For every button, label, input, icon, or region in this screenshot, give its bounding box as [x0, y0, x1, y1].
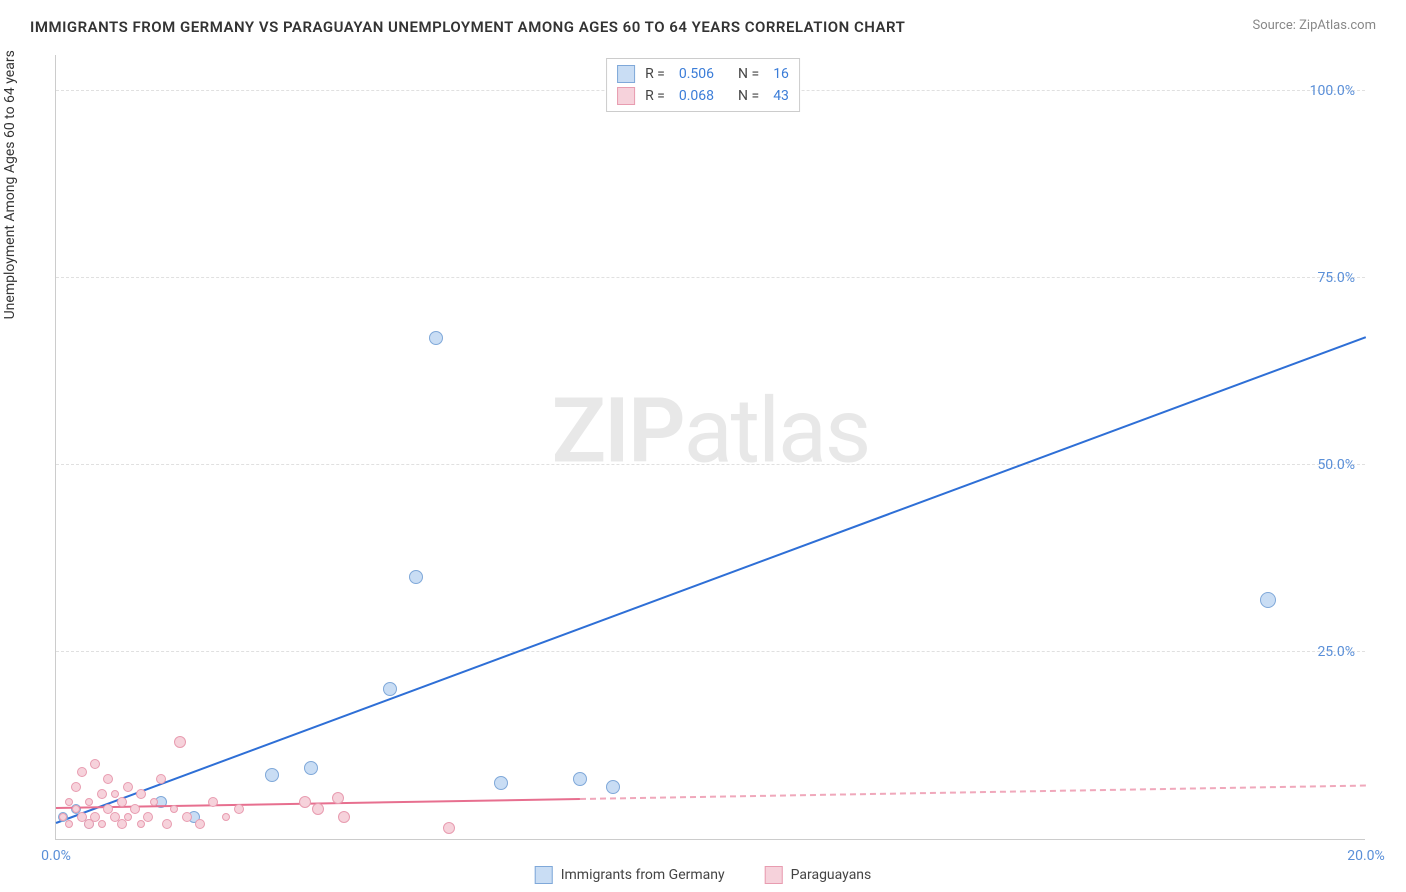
scatter-point	[182, 812, 192, 822]
y-tick-label: 50.0%	[1317, 457, 1355, 473]
scatter-point	[65, 820, 73, 828]
legend-series-label: Paraguayans	[791, 867, 872, 883]
scatter-point	[162, 819, 172, 829]
scatter-point	[124, 813, 132, 821]
trend-line	[56, 336, 1367, 824]
scatter-point	[383, 682, 397, 696]
scatter-point	[90, 759, 100, 769]
legend-series-label: Immigrants from Germany	[561, 867, 725, 883]
legend-r-value: 0.506	[679, 66, 714, 82]
scatter-point	[117, 797, 127, 807]
scatter-point	[1260, 592, 1276, 608]
scatter-point	[443, 822, 455, 834]
trend-line	[580, 785, 1366, 800]
y-tick-label: 75.0%	[1317, 270, 1355, 286]
gridline	[56, 277, 1365, 278]
chart-title: IMMIGRANTS FROM GERMANY VS PARAGUAYAN UN…	[30, 18, 905, 36]
scatter-point	[143, 812, 153, 822]
watermark: ZIPatlas	[552, 379, 870, 484]
scatter-point	[174, 736, 186, 748]
scatter-point	[606, 780, 620, 794]
legend-r-value: 0.068	[679, 88, 714, 104]
legend-swatch	[617, 65, 635, 83]
scatter-point	[494, 776, 508, 790]
plot-area: ZIPatlas 25.0%50.0%75.0%100.0%0.0%20.0%	[55, 55, 1365, 840]
legend-swatch	[535, 866, 553, 884]
scatter-point	[97, 789, 107, 799]
legend-n-value: 43	[773, 88, 789, 104]
scatter-point	[77, 767, 87, 777]
scatter-point	[304, 761, 318, 775]
scatter-point	[65, 798, 73, 806]
legend-r-label: R =	[645, 88, 665, 104]
y-tick-label: 25.0%	[1317, 644, 1355, 660]
scatter-point	[103, 774, 113, 784]
y-axis-label: Unemployment Among Ages 60 to 64 years	[2, 50, 18, 319]
scatter-point	[195, 819, 205, 829]
legend-r-label: R =	[645, 66, 665, 82]
scatter-point	[123, 782, 133, 792]
watermark-atlas: atlas	[684, 379, 870, 484]
scatter-point	[429, 331, 443, 345]
scatter-point	[312, 803, 324, 815]
scatter-point	[409, 570, 423, 584]
legend-n-label: N =	[738, 66, 759, 82]
y-tick-label: 100.0%	[1310, 83, 1355, 99]
scatter-point	[332, 792, 344, 804]
scatter-point	[156, 774, 166, 784]
legend-swatch	[765, 866, 783, 884]
source-label: Source: ZipAtlas.com	[1252, 18, 1376, 33]
watermark-zip: ZIP	[552, 379, 684, 484]
scatter-point	[150, 798, 158, 806]
gridline	[56, 651, 1365, 652]
scatter-point	[130, 804, 140, 814]
scatter-point	[117, 819, 127, 829]
scatter-point	[234, 804, 244, 814]
scatter-point	[338, 811, 350, 823]
legend-correlation-row: R = 0.068 N = 43	[617, 85, 789, 107]
scatter-point	[265, 768, 279, 782]
scatter-point	[222, 813, 230, 821]
x-tick-label: 0.0%	[41, 848, 71, 864]
scatter-point	[59, 813, 67, 821]
scatter-point	[136, 789, 146, 799]
scatter-point	[208, 797, 218, 807]
legend-series-item: Paraguayans	[765, 866, 872, 884]
x-tick-label: 20.0%	[1347, 848, 1385, 864]
scatter-point	[85, 798, 93, 806]
legend-correlation-box: R = 0.506 N = 16 R = 0.068 N = 43	[606, 58, 800, 112]
legend-series: Immigrants from Germany Paraguayans	[535, 866, 872, 884]
scatter-point	[573, 772, 587, 786]
legend-n-value: 16	[773, 66, 789, 82]
legend-series-item: Immigrants from Germany	[535, 866, 725, 884]
scatter-point	[170, 805, 178, 813]
scatter-point	[299, 796, 311, 808]
gridline	[56, 464, 1365, 465]
legend-n-label: N =	[738, 88, 759, 104]
legend-correlation-row: R = 0.506 N = 16	[617, 63, 789, 85]
legend-swatch	[617, 87, 635, 105]
scatter-point	[137, 820, 145, 828]
scatter-point	[71, 782, 81, 792]
scatter-point	[98, 820, 106, 828]
